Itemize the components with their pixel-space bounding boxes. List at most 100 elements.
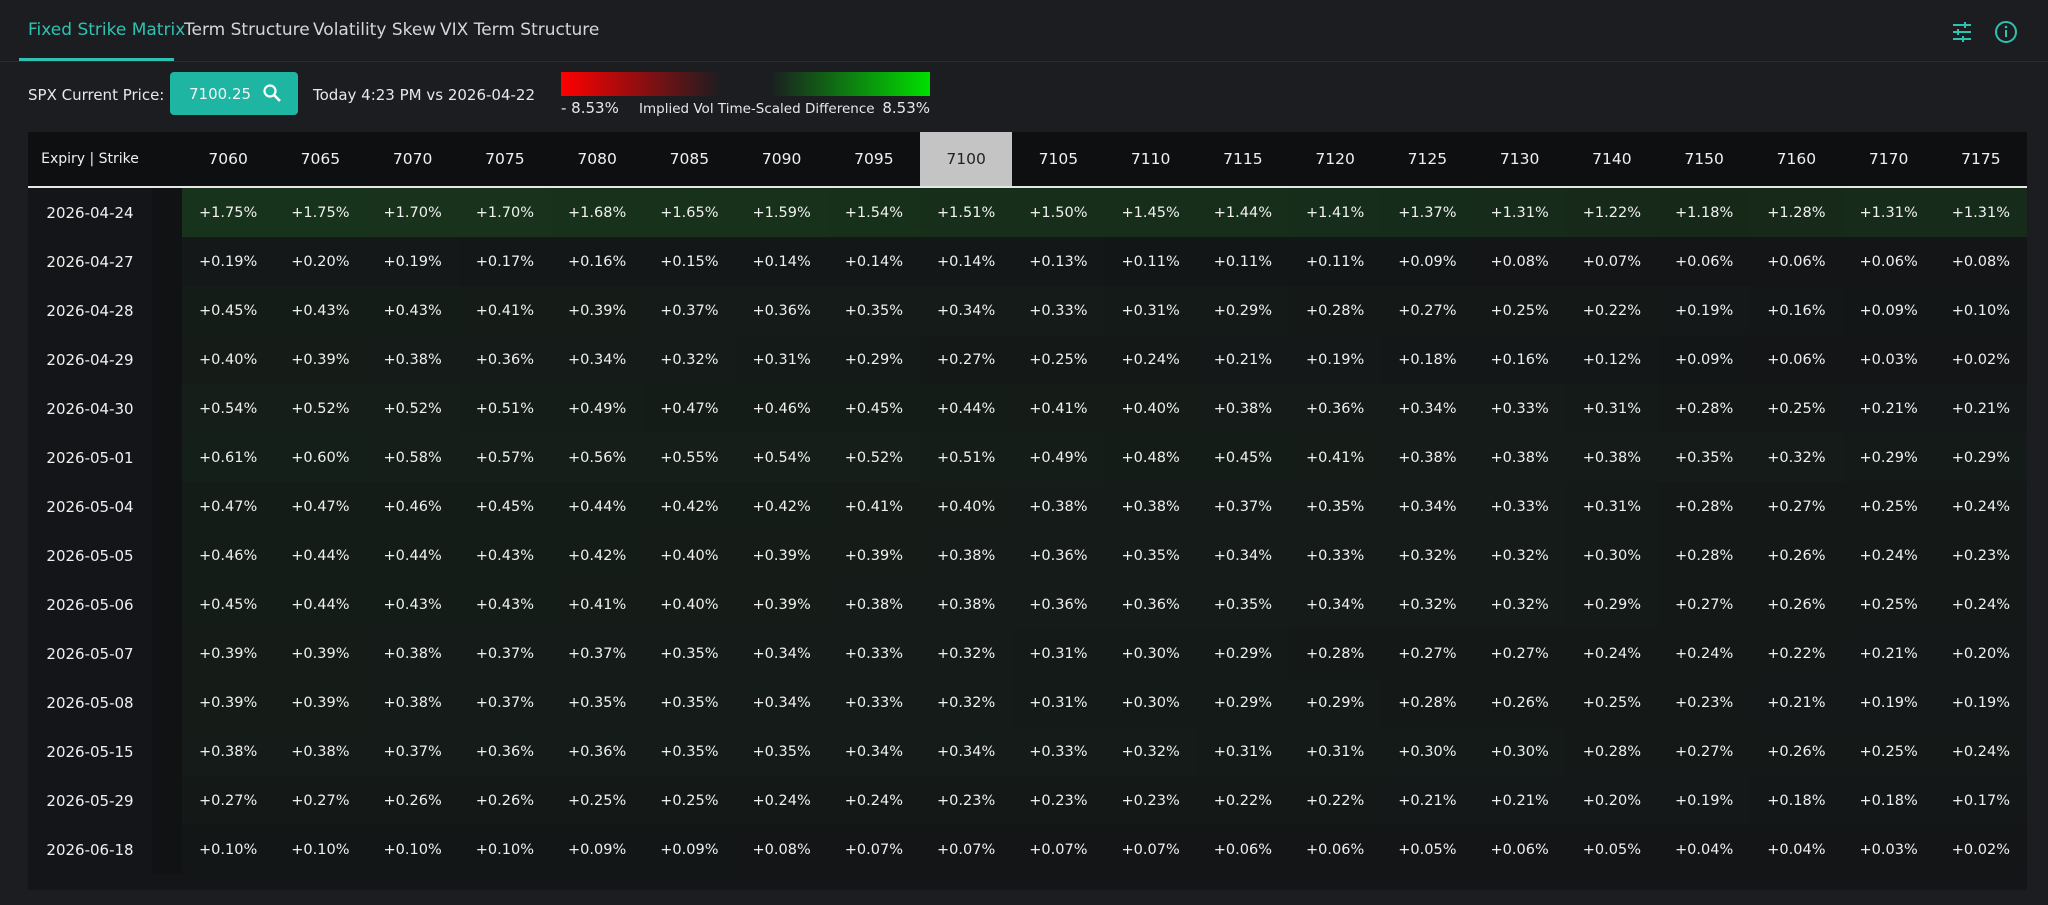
matrix-cell: +0.41% [1012,384,1105,433]
matrix-cell: +0.05% [1582,841,1641,858]
matrix-cell: +1.59% [735,188,828,237]
matrix-cell: +1.18% [1658,188,1751,237]
matrix-cell: +0.26% [1750,580,1842,629]
matrix-cell: +0.23% [1658,678,1750,727]
matrix-cell: +0.25% [1012,335,1104,384]
expiry-label: 2026-05-29 [28,776,152,825]
clipped-column [152,433,182,482]
tab[interactable]: VIX Term Structure [440,20,600,40]
matrix-cell: +0.47% [643,384,736,433]
matrix-cell: +1.31% [1842,188,1935,237]
matrix-cell: +0.10% [199,841,258,858]
matrix-cell: +0.52% [827,433,920,482]
matrix-cell: +0.39% [182,678,275,727]
matrix-cell: +0.20% [1935,629,2027,678]
matrix-cell: +0.39% [182,629,275,678]
matrix-cell: +0.58% [366,433,459,482]
matrix-cell: +0.09% [1859,302,1918,319]
clipped-column [152,727,182,776]
clipped-column [152,384,182,433]
matrix-cell: +0.19% [1658,286,1750,335]
matrix-cell: +0.24% [736,776,828,825]
matrix-cell: +0.11% [1121,253,1180,270]
expiry-label: 2026-05-06 [28,580,152,629]
matrix-cell: +0.39% [735,531,828,580]
matrix-cell: +0.24% [1935,727,2027,776]
matrix-cell: +0.38% [920,580,1013,629]
matrix-cell: +0.57% [458,433,551,482]
strike-header: 7070 [366,132,459,188]
matrix-cell: +0.38% [1565,433,1658,482]
matrix-cell: +0.06% [1675,253,1734,270]
matrix-cell: +0.04% [1675,841,1734,858]
matrix-cell: +0.38% [1012,482,1105,531]
tab[interactable]: Term Structure [184,20,310,40]
strike-header: 7095 [827,132,920,188]
expiry-label: 2026-04-24 [28,188,152,237]
matrix-cell: +0.09% [1675,351,1734,368]
matrix-cell: +1.75% [182,188,275,237]
matrix-cell: +0.52% [274,384,367,433]
matrix-cell: +0.21% [1843,629,1935,678]
matrix-cell: +0.33% [1012,286,1105,335]
price-value: 7100.25 [189,85,252,103]
matrix-cell: +0.38% [827,580,920,629]
matrix-cell: +0.06% [1306,841,1365,858]
matrix-cell: +0.04% [1767,841,1826,858]
matrix-cell: +0.07% [1582,253,1641,270]
matrix-cell: +0.08% [1490,253,1549,270]
matrix-cell: +0.31% [1012,629,1104,678]
clipped-column [152,335,182,384]
matrix-cell: +0.03% [1859,841,1918,858]
matrix-cell: +0.25% [551,776,643,825]
matrix-cell: +0.27% [1474,629,1566,678]
matrix-cell: +0.32% [1473,531,1566,580]
price-button[interactable]: 7100.25 [170,72,298,115]
matrix-cell: +0.25% [1843,580,1935,629]
settings-icon[interactable] [1950,20,1974,44]
matrix-cell: +1.22% [1565,188,1658,237]
matrix-cell: +0.35% [827,286,920,335]
matrix-cell: +0.19% [1289,335,1381,384]
tab-underline [19,58,174,61]
matrix-cell: +0.09% [1398,253,1457,270]
matrix-cell: +0.38% [366,629,459,678]
tab[interactable]: Fixed Strike Matrix [28,20,186,40]
matrix-cell: +0.37% [1196,482,1289,531]
matrix-cell: +0.36% [1012,531,1105,580]
strike-header: 7085 [643,132,736,188]
matrix-cell: +0.36% [735,286,828,335]
matrix-cell: +0.16% [568,253,627,270]
matrix-cell: +0.08% [1951,253,2010,270]
matrix-cell: +0.30% [1381,727,1473,776]
matrix-cell: +0.31% [1197,727,1289,776]
matrix-cell: +0.24% [1935,482,2027,531]
matrix-cell: +0.37% [458,629,551,678]
matrix-cell: +0.25% [1750,384,1842,433]
tab[interactable]: Volatility Skew [313,20,437,40]
matrix-cell: +0.11% [1213,253,1272,270]
matrix-cell: +0.03% [1859,351,1918,368]
matrix-cell: +0.20% [1566,776,1658,825]
info-icon[interactable] [1994,20,2018,44]
strike-header: 7150 [1658,132,1751,188]
matrix-cell: +0.27% [1658,727,1750,776]
matrix-cell: +0.25% [643,776,735,825]
matrix-cell: +0.34% [1381,384,1474,433]
matrix-cell: +0.28% [1658,384,1750,433]
matrix-cell: +0.37% [551,629,644,678]
matrix-cell: +0.19% [1843,678,1935,727]
matrix-cell: +0.34% [1381,482,1474,531]
matrix-cell: +0.51% [458,384,551,433]
strike-header: 7115 [1196,132,1289,188]
matrix-cell: +0.36% [1104,580,1197,629]
matrix-cell: +0.47% [274,482,367,531]
matrix-cell: +0.22% [1289,776,1381,825]
matrix-cell: +0.37% [366,727,459,776]
matrix-cell: +0.45% [458,482,551,531]
expiry-label: 2026-05-07 [28,629,152,678]
matrix-cell: +0.46% [366,482,459,531]
matrix-cell: +0.27% [1381,629,1473,678]
matrix-cell: +0.44% [366,531,459,580]
matrix-cell: +0.40% [643,580,736,629]
